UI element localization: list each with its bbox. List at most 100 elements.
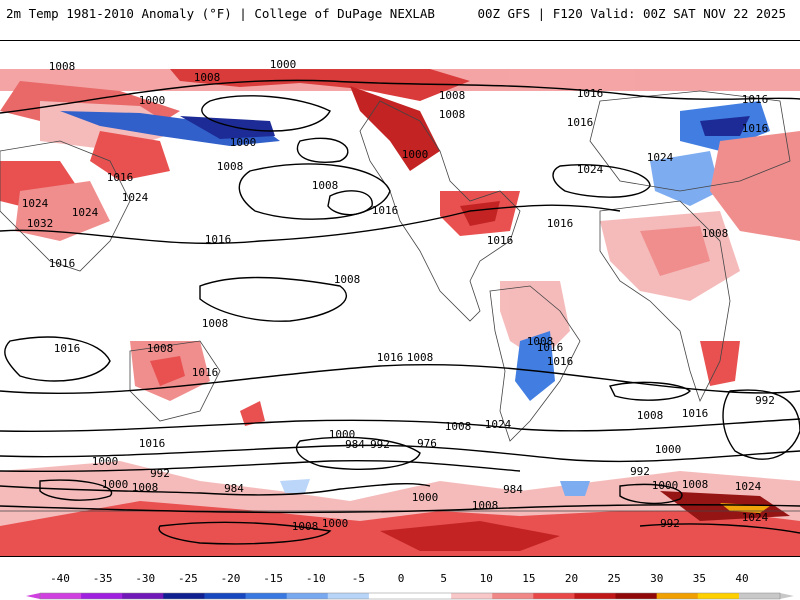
isobar-label: 1008: [132, 481, 159, 494]
legend-swatch: [615, 593, 658, 599]
weather-map[interactable]: 1008 1000 1008 1016 1008 1016 1000 1008 1016 1000…: [0, 40, 800, 557]
legend-swatch: [410, 593, 452, 599]
isobar-label: 1008: [682, 478, 709, 491]
isobar-label: 1008: [527, 335, 554, 348]
isobar-label: 992: [660, 517, 680, 530]
isobar-label: 1008: [334, 273, 361, 286]
isobar-label: 992: [370, 438, 390, 451]
legend-swatch: [492, 593, 534, 599]
legend-border: [39, 592, 781, 600]
isobar-label: 1008: [49, 60, 76, 73]
legend-swatch: [697, 593, 740, 599]
isobar-label: 1024: [485, 418, 512, 431]
legend-tick-label: -30: [135, 572, 156, 585]
isobar-label: 1024: [647, 151, 674, 164]
legend-tick-label: 10: [479, 572, 493, 585]
isobar-label: 1016: [192, 366, 219, 379]
legend-swatch: [738, 593, 781, 599]
isobar-label: 1016: [742, 93, 769, 106]
isobar-label: 1024: [742, 511, 769, 524]
legend-tick-label: -40: [50, 572, 70, 585]
isobar-label: 1024: [577, 163, 604, 176]
isobar-label: 1016: [205, 233, 232, 246]
model-run-info: 00Z GFS | F120 Valid: 00Z SAT NOV 22 202…: [477, 6, 786, 21]
isobar-label: 1008: [202, 317, 229, 330]
isobar-label: 1000: [102, 478, 129, 491]
legend-tick-label: 25: [607, 572, 621, 585]
isobar-label: 1008: [445, 420, 472, 433]
isobar-label: 1016: [567, 116, 594, 129]
legend-tick-label: -5: [351, 572, 365, 585]
isobar-label: 1000: [270, 58, 297, 71]
isobar-label: 1024: [22, 197, 49, 210]
isobar-label: 1008: [292, 520, 319, 533]
legend-swatch: [327, 593, 370, 599]
legend-tick-label: 40: [735, 572, 749, 585]
legend-tick-label: 5: [440, 572, 447, 585]
legend-max-arrow: [780, 593, 794, 599]
legend-swatch: [368, 593, 411, 599]
legend-tick-label: 30: [650, 572, 664, 585]
legend-tick-label: 15: [522, 572, 536, 585]
isobar-label: 1032: [27, 217, 54, 230]
isobar-label: 1000: [652, 479, 679, 492]
map-header: 2m Temp 1981-2010 Anomaly (°F) | College…: [0, 0, 800, 40]
isobar-label: 1016: [577, 87, 604, 100]
legend-swatch: [574, 593, 617, 599]
legend-tick-label: 20: [564, 572, 579, 585]
isobar-label: 992: [630, 465, 650, 478]
isobar-label: 1016: [487, 234, 514, 247]
isobar-label: 1016: [537, 341, 564, 354]
isobar-label: 1000: [230, 136, 257, 149]
legend-swatch: [533, 593, 575, 599]
legend-swatch: [122, 593, 164, 599]
isobar-label: 984: [503, 483, 523, 496]
isobar-label: 976: [417, 437, 437, 450]
isobar-label: 1008: [637, 409, 664, 422]
isobar-label: 1016: [547, 217, 574, 230]
legend-tick-label: -10: [305, 572, 326, 585]
pressure-isobars: [0, 79, 800, 545]
legend-swatch: [81, 593, 123, 599]
isobar-label: 1016: [742, 122, 769, 135]
legend-min-arrow: [26, 593, 40, 599]
legend-tick-label: -35: [92, 572, 113, 585]
isobar-label: 1008: [217, 160, 244, 173]
isobar-label: 1008: [472, 499, 499, 512]
isobar-label: 984: [224, 482, 244, 495]
isobar-label: 1016: [139, 437, 166, 450]
isobar-label: 1000: [139, 94, 166, 107]
legend-tick-label: 35: [692, 572, 706, 585]
isobar-label: 1016: [547, 355, 574, 368]
color-legend: -40 -35 -30 -25 -20 -15 -10 -5 0 5 10 15 20 25 30 35 40: [0, 572, 800, 600]
legend-swatch: [656, 593, 699, 599]
legend-tick-label: -25: [177, 572, 198, 585]
legend-swatch: [451, 593, 493, 599]
isobar-label: 1008: [194, 71, 221, 84]
isobar-label: 1024: [735, 480, 762, 493]
isobar-label: 1000: [402, 148, 429, 161]
isobar-label: 1000: [92, 455, 119, 468]
anomaly-shading: [0, 69, 800, 556]
isobar-label: 984: [345, 438, 365, 451]
legend-swatch: [204, 593, 247, 599]
legend-swatch: [163, 593, 205, 599]
legend-bar: [26, 592, 794, 600]
isobar-label: 1016: [107, 171, 134, 184]
isobar-label: 1000: [322, 517, 349, 530]
isobar-label: 1024: [72, 206, 99, 219]
legend-swatch: [40, 593, 82, 599]
isobar-label: 992: [150, 467, 170, 480]
isobar-label: 1016: [49, 257, 76, 270]
isobar-label: 1016: [377, 351, 404, 364]
isobar-label: 1008: [702, 227, 729, 240]
isobar-label: 1008: [312, 179, 339, 192]
isobar-label: 1000: [412, 491, 439, 504]
isobar-label: 1008: [147, 342, 174, 355]
legend-swatch: [286, 593, 329, 599]
isobar-label: 1008: [439, 89, 466, 102]
legend-tick-label: -20: [220, 572, 241, 585]
isobar-label: 1024: [122, 191, 149, 204]
